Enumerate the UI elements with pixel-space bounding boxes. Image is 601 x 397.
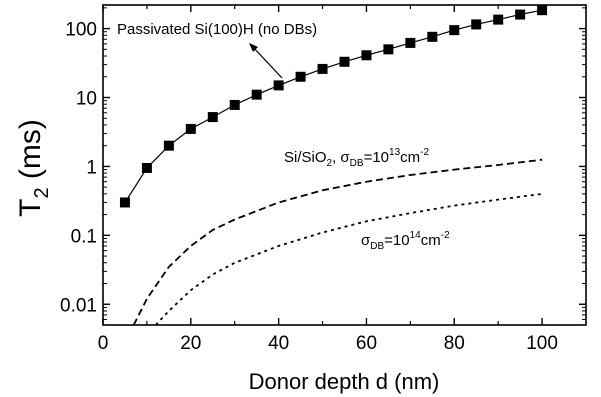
series-line-1 (132, 158, 543, 326)
data-point (119, 197, 130, 208)
x-tick-label: 40 (268, 333, 289, 354)
data-point (383, 44, 394, 55)
data-point (427, 31, 438, 42)
annotation-sigma14: σDB=1014cm-2 (361, 230, 450, 252)
x-tick-label: 20 (180, 333, 201, 354)
annotation-arrow (249, 43, 283, 79)
data-point (471, 19, 482, 30)
y-axis-title-unit: (ms) (14, 119, 47, 187)
y-axis-title: T2 (ms) (14, 119, 53, 217)
y-tick-label: 0.01 (60, 295, 97, 316)
data-point (163, 140, 174, 151)
data-point (141, 162, 152, 173)
data-point (251, 89, 262, 100)
data-point (273, 80, 284, 91)
data-point (537, 5, 548, 16)
data-point (361, 50, 372, 61)
y-tick-label: 0.1 (71, 226, 97, 247)
plot-frame (102, 4, 587, 326)
data-point (295, 71, 306, 82)
data-point (405, 37, 416, 48)
data-point (515, 9, 526, 20)
y-axis-title-main: T (14, 199, 47, 217)
series-line-2 (155, 193, 543, 326)
data-point (493, 14, 504, 25)
data-point (317, 63, 328, 74)
x-tick-label: 60 (356, 333, 377, 354)
y-tick-label: 100 (65, 20, 97, 41)
y-axis-title-sub: 2 (31, 187, 53, 198)
data-point (449, 25, 460, 36)
y-tick-label: 1 (86, 157, 97, 178)
series-line-0 (124, 9, 543, 203)
y-tick-label: 10 (76, 89, 97, 110)
data-point (229, 99, 240, 110)
x-axis-title: Donor depth d (nm) (249, 369, 440, 394)
tick-labels: 0 20 40 60 80 100 0.01 0.1 1 10 100 (60, 20, 558, 354)
x-tick-label: 100 (526, 333, 558, 354)
series-group (119, 5, 548, 326)
annotation-sio2: Si/SiO2, σDB=1013cm-2 (284, 147, 429, 169)
x-tick-label: 80 (444, 333, 465, 354)
data-point (207, 112, 218, 123)
data-point (185, 123, 196, 134)
annotation-passivated: Passivated Si(100)H (no DBs) (117, 21, 317, 38)
data-point (339, 56, 350, 67)
x-tick-label: 0 (98, 333, 109, 354)
